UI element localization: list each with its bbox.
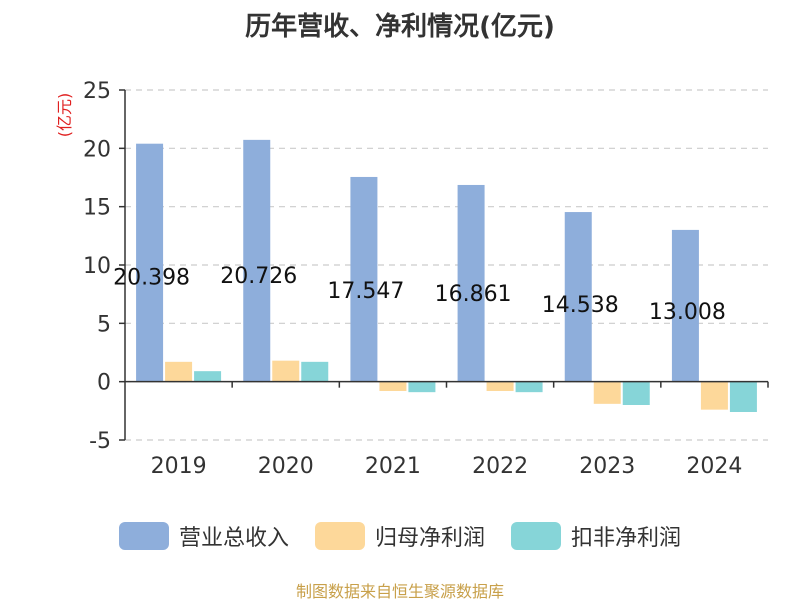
legend-item-revenue[interactable]: 营业总收入: [118, 520, 289, 552]
bar-2023-series-1: [593, 381, 621, 404]
source-note: 制图数据来自恒生聚源数据库: [295, 582, 504, 601]
y-tick-label: 10: [83, 254, 111, 279]
bar-2024-series-2: [729, 381, 757, 412]
labels-layer: 20.398 20.726 17.547 16.861 14.538 13.008: [113, 264, 726, 325]
legend: 营业总收入 归母净利润 扣非净利润: [0, 520, 800, 552]
x-tick-label-2019: 2019: [151, 454, 207, 479]
x-tick-label-2023: 2023: [579, 454, 635, 479]
x-tick-label-2022: 2022: [472, 454, 528, 479]
bars-layer: [136, 139, 757, 412]
bar-2022-series-2: [515, 381, 543, 393]
bar-2020-series-2: [301, 361, 329, 382]
data-label-2020: 20.726: [220, 264, 297, 289]
bar-2020-series-1: [272, 360, 300, 382]
axis-layer: -5 0 5 10 15 20 25 (亿元) 2019 2020 2021 2022 2023 2024: [55, 79, 769, 479]
legend-swatch-deducted-profit: [511, 522, 561, 550]
legend-item-deducted-profit[interactable]: 扣非净利润: [511, 520, 681, 552]
bar-2023-series-0: [564, 212, 592, 382]
bar-2022-series-1: [486, 381, 514, 391]
bar-2019-series-1: [165, 361, 193, 382]
bar-2019-series-2: [194, 371, 222, 382]
x-tick-label-2024: 2024: [686, 454, 742, 479]
data-label-2022: 16.861: [435, 282, 512, 307]
data-label-2024: 13.008: [649, 300, 726, 325]
legend-swatch-net-profit: [314, 522, 365, 550]
bar-2021-series-0: [350, 176, 378, 382]
data-label-2021: 17.547: [327, 279, 404, 304]
data-label-2023: 14.538: [542, 293, 619, 318]
x-tick-label-2020: 2020: [258, 454, 314, 479]
legend-item-net-profit[interactable]: 归母净利润: [314, 520, 485, 552]
bar-2024-series-0: [671, 229, 699, 382]
legend-label-deducted-profit: 扣非净利润: [571, 526, 682, 551]
y-tick-label: 15: [83, 196, 111, 221]
y-axis-label: (亿元): [55, 93, 74, 138]
chart-title: 历年营收、净利情况(亿元): [245, 12, 555, 42]
bar-2020-series-0: [243, 139, 271, 382]
bar-2019-series-0: [136, 143, 164, 382]
bar-2021-series-2: [408, 381, 436, 393]
x-tick-label-2021: 2021: [365, 454, 421, 479]
bar-2023-series-2: [622, 381, 650, 405]
data-label-2019: 20.398: [113, 265, 190, 290]
y-tick-label: 0: [97, 371, 111, 396]
legend-label-net-profit: 归母净利润: [374, 526, 485, 551]
legend-label-revenue: 营业总收入: [178, 526, 289, 551]
legend-swatch-revenue: [118, 522, 169, 550]
bar-2024-series-1: [700, 381, 728, 410]
y-tick-label: -5: [89, 429, 111, 454]
bar-2022-series-0: [457, 184, 485, 382]
y-tick-label: 20: [83, 137, 111, 162]
y-tick-label: 5: [97, 312, 111, 337]
bar-2021-series-1: [379, 381, 407, 391]
y-tick-label: 25: [83, 79, 111, 104]
